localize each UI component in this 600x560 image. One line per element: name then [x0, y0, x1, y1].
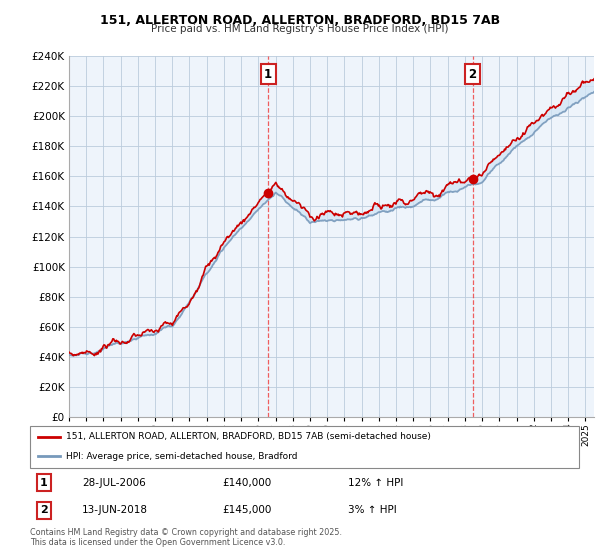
- Text: 12% ↑ HPI: 12% ↑ HPI: [349, 478, 404, 488]
- Text: Contains HM Land Registry data © Crown copyright and database right 2025.
This d: Contains HM Land Registry data © Crown c…: [30, 528, 342, 547]
- Text: 1: 1: [264, 68, 272, 81]
- Text: 3% ↑ HPI: 3% ↑ HPI: [349, 505, 397, 515]
- Text: HPI: Average price, semi-detached house, Bradford: HPI: Average price, semi-detached house,…: [65, 452, 297, 461]
- Text: 2: 2: [469, 68, 477, 81]
- Text: 151, ALLERTON ROAD, ALLERTON, BRADFORD, BD15 7AB (semi-detached house): 151, ALLERTON ROAD, ALLERTON, BRADFORD, …: [65, 432, 431, 441]
- Text: 28-JUL-2006: 28-JUL-2006: [82, 478, 146, 488]
- Text: £145,000: £145,000: [222, 505, 272, 515]
- Text: Price paid vs. HM Land Registry's House Price Index (HPI): Price paid vs. HM Land Registry's House …: [151, 24, 449, 34]
- Text: 1: 1: [40, 478, 47, 488]
- Text: 151, ALLERTON ROAD, ALLERTON, BRADFORD, BD15 7AB: 151, ALLERTON ROAD, ALLERTON, BRADFORD, …: [100, 14, 500, 27]
- Text: 2: 2: [40, 505, 47, 515]
- Text: £140,000: £140,000: [222, 478, 271, 488]
- Text: 13-JUN-2018: 13-JUN-2018: [82, 505, 148, 515]
